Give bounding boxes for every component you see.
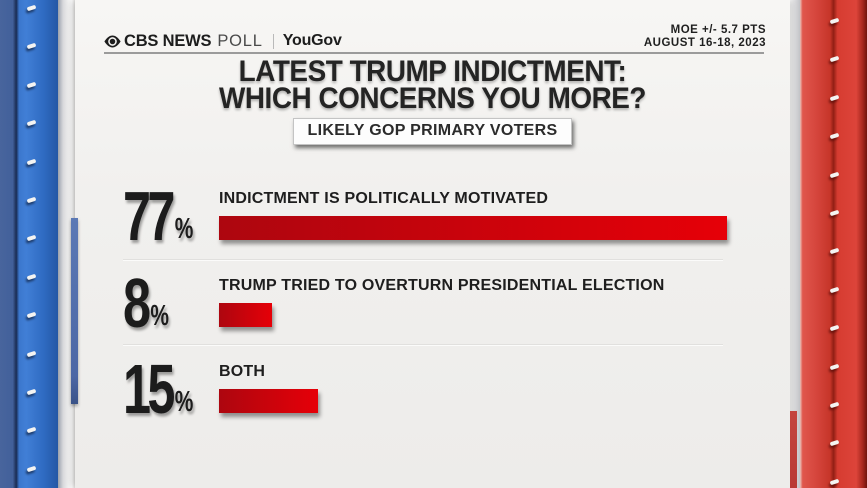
- rivet-icon: [26, 4, 37, 12]
- rivet-icon: [829, 132, 840, 140]
- rivet-icon: [26, 119, 37, 127]
- subtitle-badge: LIKELY GOP PRIMARY VOTERS: [292, 118, 573, 145]
- rivet-icon: [829, 209, 840, 217]
- rivet-icon: [26, 235, 37, 242]
- rivet-icon: [26, 43, 37, 50]
- rivet-icon: [26, 273, 37, 281]
- rivet-icon: [829, 171, 840, 178]
- bar-politically-motivated: [219, 216, 728, 240]
- value-number: 77 %: [123, 177, 194, 255]
- red-board-sliver: [790, 411, 797, 488]
- chart-title-line1: LATEST TRUMP INDICTMENT:: [238, 55, 627, 88]
- percent-sign: %: [150, 300, 169, 332]
- brand-yougov: YouGov: [282, 32, 342, 49]
- bar-overturn-election: [219, 303, 272, 327]
- cbs-eye-icon: [104, 35, 121, 47]
- value-number: 8 %: [123, 264, 169, 342]
- rivet-icon: [829, 478, 840, 486]
- rivet-icon: [26, 158, 37, 165]
- value-number: 15 %: [123, 350, 194, 428]
- rivet-icon: [829, 17, 840, 25]
- rivet-icon: [26, 388, 37, 396]
- bar-both: [219, 389, 318, 413]
- value-digits: 8: [123, 264, 151, 342]
- bar-label: TRUMP TRIED TO OVERTURN PRESIDENTIAL ELE…: [219, 277, 665, 294]
- chart-title-line2: WHICH CONCERNS YOU MORE?: [219, 82, 646, 115]
- brand-cbs-news: CBS NEWS: [124, 31, 212, 50]
- rivet-icon: [26, 311, 37, 319]
- rivet-icon: [26, 196, 37, 204]
- blue-flag-pillar: [0, 0, 58, 488]
- percent-sign: %: [174, 213, 194, 245]
- value-digits: 15: [123, 350, 175, 428]
- rivet-icon: [829, 401, 840, 409]
- bar-row-both: 15 % BOTH: [123, 350, 763, 428]
- poll-card: CBS NEWS POLL YouGov MOE +/- 5.7 PTS AUG…: [75, 0, 790, 488]
- rivet-icon: [829, 286, 840, 294]
- rivet-icon: [829, 248, 840, 255]
- moe-note: MOE +/- 5.7 PTS AUGUST 16-18, 2023: [644, 24, 766, 50]
- rivet-icon: [829, 94, 840, 102]
- bar-label: BOTH: [219, 363, 266, 380]
- rivet-icon: [26, 465, 37, 473]
- value-digits: 77: [123, 177, 175, 255]
- bar-row-politically-motivated: 77 % INDICTMENT IS POLITICALLY MOTIVATED: [123, 177, 763, 255]
- blue-board-sliver: [71, 218, 78, 404]
- row-divider: [123, 344, 723, 346]
- bar-row-overturn-election: 8 % TRUMP TRIED TO OVERTURN PRESIDENTIAL…: [123, 264, 763, 342]
- rivet-icon: [26, 81, 37, 89]
- rivet-icon: [829, 440, 840, 447]
- chart-title: LATEST TRUMP INDICTMENT: WHICH CONCERNS …: [100, 55, 765, 115]
- row-divider: [123, 259, 723, 261]
- brand-row: CBS NEWS POLL YouGov: [104, 31, 342, 51]
- percent-sign: %: [174, 386, 194, 418]
- brand-separator: [272, 33, 274, 49]
- rivet-icon: [26, 427, 37, 434]
- subtitle-badge-wrap: LIKELY GOP PRIMARY VOTERS: [75, 118, 790, 145]
- rivet-icon: [829, 363, 840, 370]
- left-gap-shadow: [58, 0, 75, 488]
- moe-line1: MOE +/- 5.7 PTS: [670, 24, 766, 36]
- rivet-icon: [829, 324, 840, 332]
- rivet-icon: [26, 350, 37, 357]
- moe-line2: AUGUST 16-18, 2023: [643, 37, 766, 49]
- header-divider: [104, 52, 764, 54]
- right-gap-shadow: [790, 0, 800, 488]
- bar-label: INDICTMENT IS POLITICALLY MOTIVATED: [219, 190, 549, 207]
- brand-poll: POLL: [217, 31, 263, 50]
- red-flag-pillar: [800, 0, 867, 488]
- rivet-icon: [829, 56, 840, 63]
